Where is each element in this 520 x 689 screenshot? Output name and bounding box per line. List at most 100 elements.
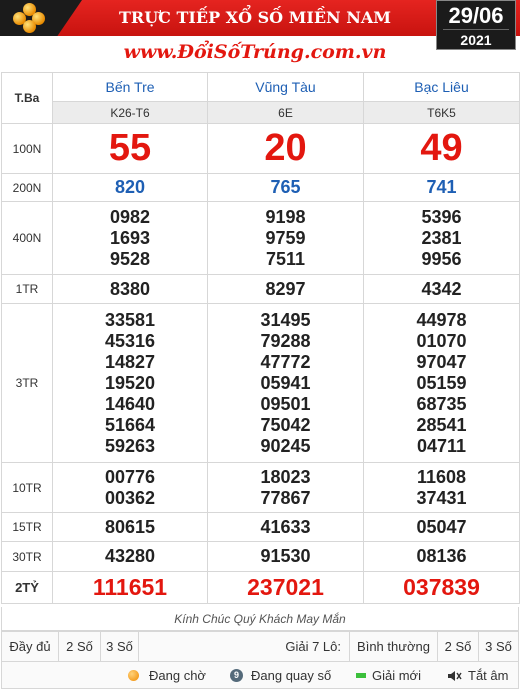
prize-cell: 765 — [207, 173, 364, 202]
prize-number: 14827 — [104, 351, 156, 372]
logo[interactable] — [0, 0, 82, 36]
prize-row: 2TỶ 111651 237021 037839 — [1, 571, 520, 604]
prize-row: 3TR 33581 45316 14827 19520 14640 51664 59263 31… — [1, 303, 520, 463]
prize-number: 44978 — [416, 309, 467, 330]
prize-number: 9759 — [265, 227, 306, 248]
prize-number: 80615 — [104, 516, 156, 537]
prize-number: 4342 — [421, 278, 462, 299]
prize-cell: 33581 45316 14827 19520 14640 51664 59263 — [52, 303, 208, 463]
prize-number: 5396 — [421, 206, 462, 227]
prize-number: 37431 — [416, 487, 467, 508]
prize-number: 04711 — [416, 435, 467, 456]
prize-cell: 8380 — [52, 274, 208, 304]
day-label: T.Ba — [1, 72, 53, 124]
prize-number: 8297 — [265, 278, 306, 299]
prize-row: 200N 820 765 741 — [1, 173, 520, 202]
prize-cell: 237021 — [207, 571, 364, 604]
prize-cell: 91530 — [207, 541, 364, 572]
prize-cell: 43280 — [52, 541, 208, 572]
prize-number: 7511 — [265, 248, 306, 269]
prize-number: 9528 — [109, 248, 151, 269]
prize-number: 00776 — [104, 466, 156, 487]
prize-label: 200N — [1, 173, 53, 202]
prize-number: 8380 — [109, 278, 151, 299]
site-url-link[interactable]: www.ĐổiSốTrúng.com.vn — [123, 41, 387, 63]
prize-number: 55 — [108, 127, 152, 169]
prize-label: 3TR — [1, 303, 53, 463]
prize-cell: 037839 — [363, 571, 520, 604]
prize-cell: 11608 37431 — [363, 462, 520, 513]
province-code: 6E — [207, 101, 364, 124]
results-table: T.Ba Bến Tre Vũng Tàu Bạc Liêu K26-T6 6E T6K5 1… — [1, 72, 520, 604]
prize-cell: 820 — [52, 173, 208, 202]
prize-number: 41633 — [260, 516, 311, 537]
two-digits-g7-button[interactable]: 2 Số — [438, 632, 479, 661]
prize-cell: 44978 01070 97047 05159 68735 28541 04711 — [363, 303, 520, 463]
prize-row: 15TR 80615 41633 05047 — [1, 512, 520, 542]
prize-number: 33581 — [104, 309, 156, 330]
full-option-button[interactable]: Đầy đủ — [2, 632, 59, 661]
three-digits-g7-button[interactable]: 3 Số — [485, 639, 512, 654]
prize-label: 400N — [1, 201, 53, 275]
legend-new-prize: Giải mới — [356, 662, 421, 689]
page-title: TRỰC TIẾP XỔ SỐ MIỀN NAM — [119, 8, 391, 27]
prize-number: 237021 — [247, 574, 324, 600]
prize-number: 08136 — [416, 546, 467, 566]
prize-number: 0982 — [109, 206, 151, 227]
province-name[interactable]: Bến Tre — [52, 72, 208, 102]
prize-cell: 741 — [363, 173, 520, 202]
prize-number: 43280 — [104, 546, 156, 566]
date-day: 29/06 — [443, 1, 509, 30]
prize-number: 97047 — [416, 351, 467, 372]
prize-label: 10TR — [1, 462, 53, 513]
prize-cell: 31495 79288 47772 05941 09501 75042 90245 — [207, 303, 364, 463]
prize-number: 68735 — [416, 393, 467, 414]
date-badge: 29/06 2021 — [436, 0, 516, 50]
prize-row: 400N 0982 1693 9528 9198 9759 7511 5396 2381 9956 — [1, 201, 520, 275]
province-code: T6K5 — [363, 101, 520, 124]
prize-cell: 111651 — [52, 571, 208, 604]
legend-spinning-label: Đang quay số — [251, 668, 332, 683]
prize-number: 45316 — [104, 330, 156, 351]
greeting-text: Kính Chúc Quý Khách May Mắn — [1, 607, 519, 631]
prize-label: 1TR — [1, 274, 53, 304]
g7-label: Giải 7 Lô: — [139, 632, 350, 661]
prize-label: 30TR — [1, 541, 53, 572]
prize-cell: 0982 1693 9528 — [52, 201, 208, 275]
three-digits-option-button[interactable]: 3 Số — [101, 632, 139, 661]
prize-row: 10TR 00776 00362 18023 77867 11608 37431 — [1, 462, 520, 513]
display-options-bar: Đầy đủ 2 Số 3 Số Giải 7 Lô: Bình thường … — [1, 631, 519, 662]
prize-cell: 00776 00362 — [52, 462, 208, 513]
waiting-dot-icon — [128, 670, 139, 681]
date-year: 2021 — [460, 32, 492, 48]
prize-cell: 55 — [52, 123, 208, 174]
mute-toggle[interactable]: Tắt âm — [448, 662, 508, 689]
new-prize-dash-icon — [356, 673, 366, 678]
spinning-gear-icon: 9 — [230, 669, 243, 682]
prize-number: 9956 — [421, 248, 462, 269]
prize-number: 111651 — [92, 574, 168, 600]
prize-cell: 9198 9759 7511 — [207, 201, 364, 275]
prize-number: 59263 — [104, 435, 156, 456]
two-digits-option-button[interactable]: 2 Số — [59, 632, 101, 661]
legend-waiting-label: Đang chờ — [149, 668, 206, 683]
prize-number: 79288 — [260, 330, 311, 351]
prize-number: 2381 — [421, 227, 462, 248]
prize-number: 05159 — [416, 372, 467, 393]
header-band — [0, 0, 520, 36]
legend-spinning: 9 Đang quay số — [230, 662, 331, 689]
prize-number: 75042 — [260, 414, 311, 435]
prize-cell: 20 — [207, 123, 364, 174]
prize-number: 47772 — [260, 351, 311, 372]
mute-label: Tắt âm — [468, 668, 509, 683]
prize-number: 18023 — [260, 466, 311, 487]
province-name[interactable]: Bạc Liêu — [363, 72, 520, 102]
prize-number: 11608 — [416, 466, 467, 487]
prize-cell: 05047 — [363, 512, 520, 542]
prize-cell: 8297 — [207, 274, 364, 304]
prize-cell: 49 — [363, 123, 520, 174]
normal-option-button[interactable]: Bình thường — [350, 632, 438, 661]
prize-number: 77867 — [260, 487, 311, 508]
province-name[interactable]: Vũng Tàu — [207, 72, 364, 102]
